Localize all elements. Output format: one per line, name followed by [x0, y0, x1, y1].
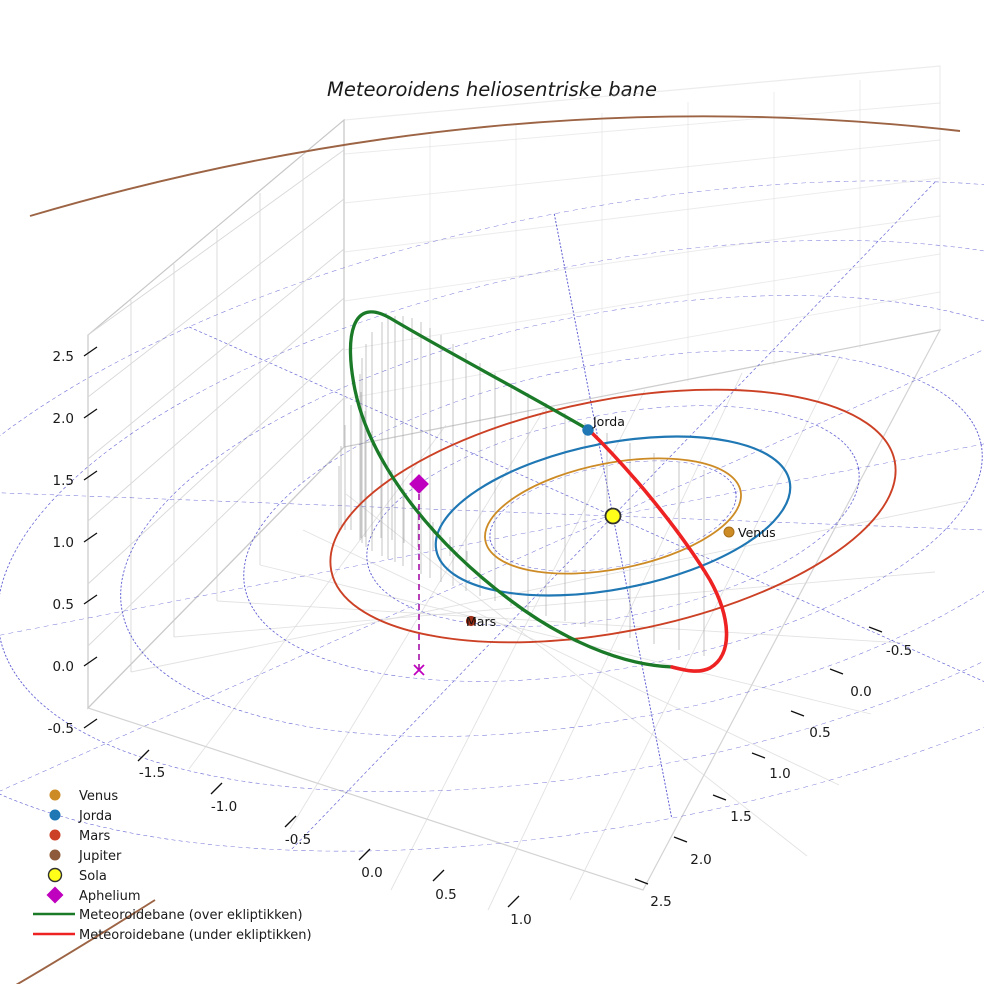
z-tick-2: 1.5 — [53, 473, 74, 489]
y-tick-6: 2.5 — [650, 894, 671, 910]
legend-item-orbit-below[interactable]: Meteoroidebane (under ekliptikken) — [33, 928, 312, 943]
legend-marker-sola-icon — [47, 867, 63, 883]
legend-item-aphelium[interactable]: Aphelium — [46, 886, 141, 904]
z-tick-6: -0.5 — [48, 721, 74, 737]
x-tick-0: -1.5 — [139, 765, 165, 781]
y-tick-3: 1.0 — [769, 766, 790, 782]
legend-label-jupiter: Jupiter — [78, 849, 122, 864]
legend-item-orbit-above[interactable]: Meteoroidebane (over ekliptikken) — [33, 908, 303, 923]
orbit-jorda — [434, 435, 792, 597]
legend-marker-mars-icon — [49, 829, 61, 841]
z-tick-0: 2.5 — [53, 349, 74, 365]
legend-marker-jupiter-icon — [49, 849, 61, 861]
z-tick-1: 2.0 — [53, 411, 74, 427]
legend-item-venus[interactable]: Venus — [49, 789, 118, 804]
orbit-jupiter-lower — [15, 899, 156, 984]
venus-marker — [723, 526, 735, 538]
axis-x-ticks: -1.5 -1.0 -0.5 0.0 0.5 1.0 — [137, 749, 532, 928]
orbit-stem-lines — [338, 316, 705, 656]
orbit-mars — [329, 388, 897, 644]
orbit-venus — [484, 457, 742, 575]
y-tick-2: 0.5 — [809, 725, 830, 741]
meteoroid-orbit-below-ecliptic — [587, 428, 729, 673]
meteoroid-orbit — [348, 310, 729, 673]
x-tick-4: 0.5 — [435, 887, 456, 903]
legend-marker-jorda-icon — [49, 809, 61, 821]
mars-marker — [465, 615, 477, 627]
z-tick-4: 0.5 — [53, 597, 74, 613]
legend-label-mars: Mars — [79, 829, 111, 844]
z-tick-5: 0.0 — [53, 659, 74, 675]
x-tick-2: -0.5 — [285, 832, 311, 848]
jorda-label: Jorda — [592, 414, 625, 429]
axis-y-ticks: -0.5 0.0 0.5 1.0 1.5 2.0 2.5 — [634, 626, 912, 910]
legend[interactable]: Venus Jorda Mars Jupiter Sola Aphelium — [33, 789, 312, 943]
aphelion-group — [409, 474, 429, 676]
planet-orbits — [15, 115, 961, 984]
legend-marker-venus-icon — [49, 789, 61, 801]
legend-item-sola[interactable]: Sola — [47, 867, 107, 885]
y-tick-5: 2.0 — [690, 852, 711, 868]
orbit-jupiter — [29, 115, 961, 217]
aphelion-projection-x-icon — [413, 664, 425, 676]
x-tick-1: -1.0 — [211, 799, 237, 815]
legend-item-mars[interactable]: Mars — [49, 829, 111, 844]
page-title: Meteoroidens heliosentriske bane — [327, 78, 657, 101]
body-markers: Jorda Venus Mars — [465, 414, 776, 629]
legend-label-orbit-below: Meteoroidebane (under ekliptikken) — [79, 928, 312, 943]
y-tick-1: 0.0 — [850, 684, 871, 700]
mars-label: Mars — [466, 614, 496, 629]
x-tick-3: 0.0 — [361, 865, 382, 881]
y-tick-4: 1.5 — [730, 809, 751, 825]
jorda-marker — [582, 424, 594, 436]
legend-label-aphelium: Aphelium — [79, 889, 141, 904]
legend-label-orbit-above: Meteoroidebane (over ekliptikken) — [79, 908, 303, 923]
legend-item-jorda[interactable]: Jorda — [49, 809, 112, 824]
aphelium-marker — [409, 474, 429, 494]
legend-marker-aphelium-icon — [46, 886, 64, 904]
meteoroid-orbit-above-ecliptic — [348, 310, 674, 669]
legend-item-jupiter[interactable]: Jupiter — [49, 849, 122, 864]
legend-label-venus: Venus — [79, 789, 118, 804]
legend-label-jorda: Jorda — [78, 809, 112, 824]
venus-label: Venus — [738, 525, 776, 540]
x-tick-5: 1.0 — [510, 912, 531, 928]
legend-label-sola: Sola — [79, 869, 107, 884]
z-tick-3: 1.0 — [53, 535, 74, 551]
axis-z-ticks: 2.5 2.0 1.5 1.0 0.5 0.0 -0.5 — [48, 346, 98, 737]
y-tick-0: -0.5 — [886, 643, 912, 659]
sola-marker — [604, 507, 622, 525]
